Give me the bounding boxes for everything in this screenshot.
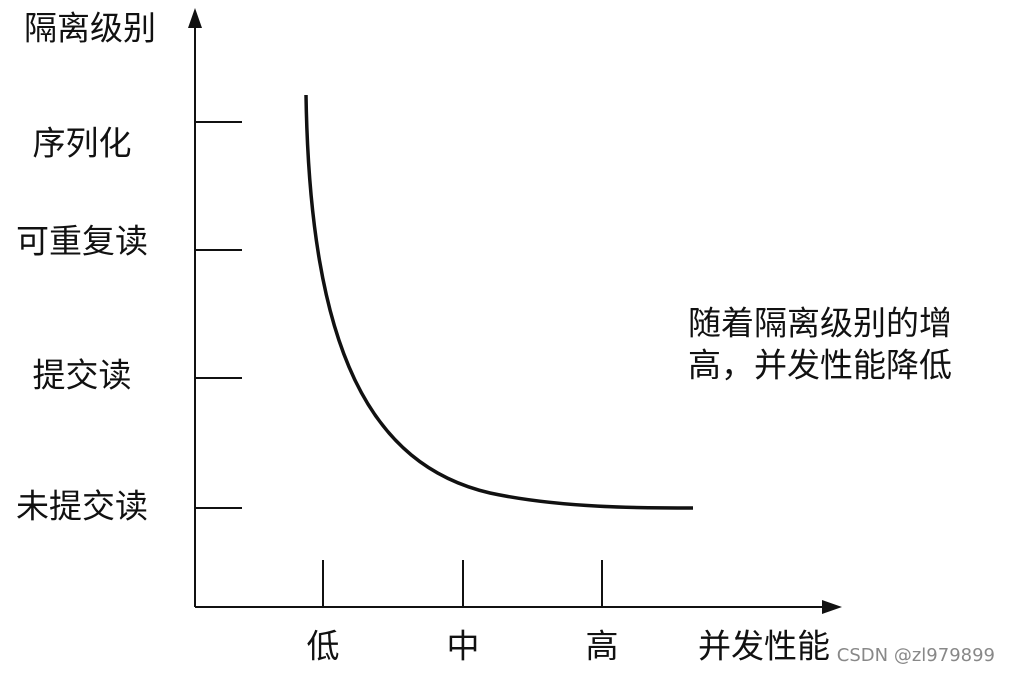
x-level-label: 中	[447, 627, 480, 666]
x-arrow	[822, 600, 842, 614]
trend-curve	[304, 94, 694, 510]
x-axis-title: 并发性能	[698, 627, 830, 666]
y-level-label: 提交读	[33, 356, 132, 395]
annotation-line: 高，并发性能降低	[688, 346, 952, 385]
watermark: CSDN @zl979899	[837, 645, 995, 666]
y-arrow	[188, 8, 202, 28]
annotation-line: 随着隔离级别的增	[688, 304, 952, 343]
y-level-label: 序列化	[33, 124, 132, 163]
y-level-label: 可重复读	[16, 222, 148, 261]
x-level-label: 高	[586, 627, 619, 666]
x-level-label: 低	[307, 627, 340, 666]
y-axis-title: 隔离级别	[24, 9, 156, 48]
y-level-label: 未提交读	[16, 487, 148, 526]
